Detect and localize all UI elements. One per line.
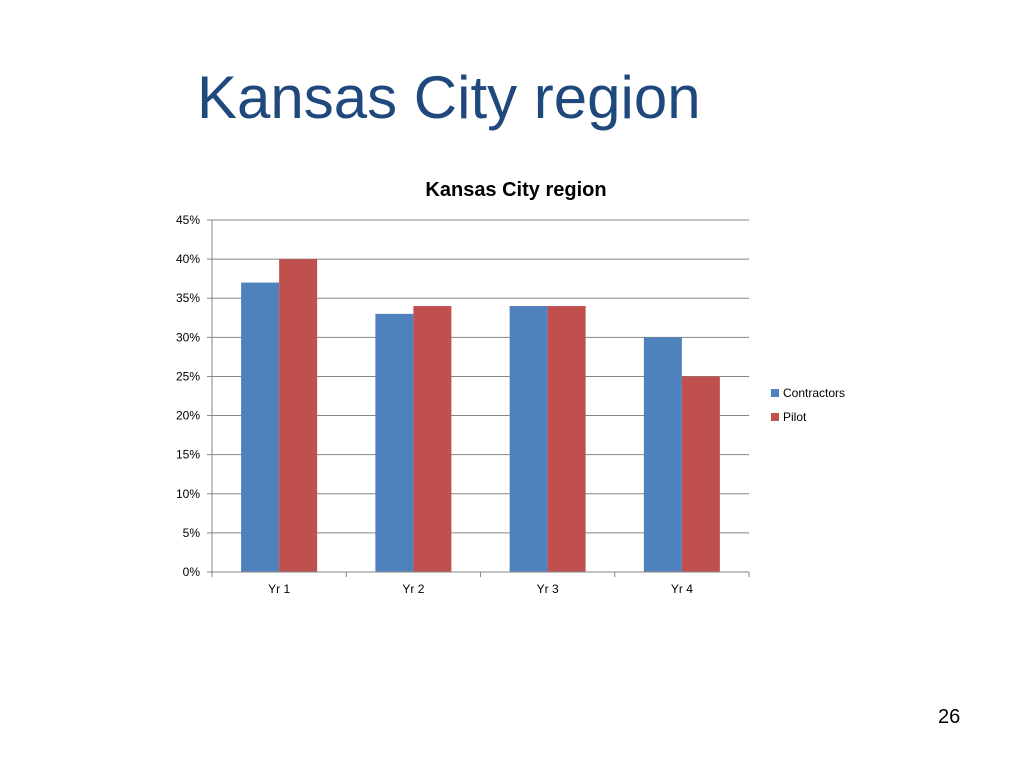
y-tick-label: 20%	[176, 409, 200, 423]
y-tick-label: 30%	[176, 330, 200, 344]
bar-contractors-4	[643, 337, 682, 572]
y-tick-label: 10%	[176, 487, 200, 501]
bar-pilot-3	[547, 306, 586, 572]
y-tick-label: 25%	[176, 369, 200, 383]
bars	[241, 259, 720, 572]
chart-title: Kansas City region	[425, 179, 606, 201]
x-axis-ticks: Yr 1 Yr 2 Yr 3 Yr 4	[211, 571, 750, 596]
y-tick-label: 5%	[183, 526, 201, 540]
y-tick-label: 35%	[176, 291, 200, 305]
legend-label: Contractors	[783, 386, 845, 400]
y-axis-ticks: 0% 5% 10% 15% 20% 25% 30% 35% 40% 45%	[176, 213, 213, 579]
legend-label: Pilot	[783, 410, 807, 424]
y-tick-label: 15%	[176, 448, 200, 462]
legend: Contractors Pilot	[771, 386, 845, 424]
bar-contractors-1	[241, 282, 280, 572]
slide-title: Kansas City region	[197, 64, 701, 131]
bar-contractors-2	[375, 313, 414, 572]
x-tick-label: Yr 3	[537, 582, 559, 596]
bar-pilot-4	[681, 376, 720, 572]
legend-swatch-pilot	[771, 413, 779, 421]
x-tick-label: Yr 4	[671, 582, 693, 596]
legend-swatch-contractors	[771, 389, 779, 397]
x-tick-label: Yr 1	[268, 582, 290, 596]
y-tick-label: 0%	[183, 565, 201, 579]
bar-pilot-2	[413, 306, 452, 572]
bar-contractors-3	[509, 306, 548, 572]
page-number: 26	[938, 706, 961, 728]
y-tick-label: 40%	[176, 252, 200, 266]
y-tick-label: 45%	[176, 213, 200, 227]
x-tick-label: Yr 2	[402, 582, 424, 596]
bar-pilot-1	[279, 259, 318, 572]
